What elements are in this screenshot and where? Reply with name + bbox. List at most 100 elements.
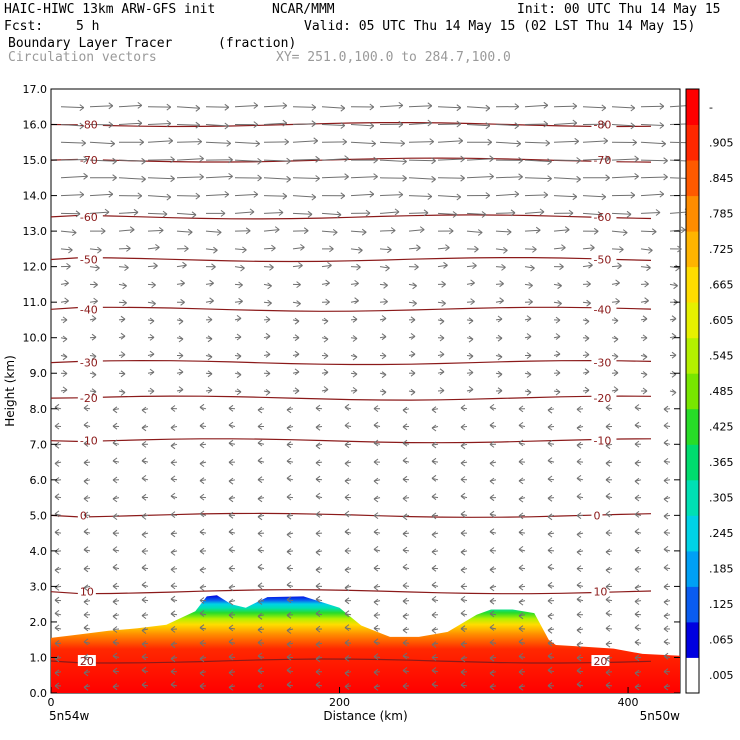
vector-arrow-head xyxy=(634,566,640,570)
vector-arrow-head xyxy=(178,368,184,373)
vector-arrow-head xyxy=(518,512,524,517)
vector-arrow-head xyxy=(108,190,114,195)
vector-arrow-head xyxy=(671,373,677,378)
vector-arrow-head xyxy=(535,229,541,234)
vector-arrow-head xyxy=(344,441,350,446)
vector-arrow-head xyxy=(412,282,417,287)
vector-arrow-head xyxy=(178,335,184,340)
vector-arrow-head xyxy=(431,178,436,183)
vector-arrow-head xyxy=(663,686,669,691)
vector-arrow-head xyxy=(286,653,292,658)
vector-arrow xyxy=(495,283,504,285)
vector-arrow-head xyxy=(431,644,437,648)
vector-arrow-head xyxy=(605,684,611,689)
vector-arrow-head xyxy=(588,264,593,269)
vector-arrow-head xyxy=(112,655,118,660)
vector-arrow-head xyxy=(253,193,259,198)
vector-arrow-head xyxy=(286,534,292,538)
vector-arrow-head xyxy=(286,444,292,449)
vector-arrow xyxy=(489,600,497,602)
vector-arrow-head xyxy=(54,685,60,690)
contour-label: -50 xyxy=(593,254,611,267)
vector-arrow-head xyxy=(445,244,450,249)
vector-arrow-head xyxy=(236,355,242,360)
vector-arrow-head xyxy=(54,531,60,536)
vector-arrow-head xyxy=(170,595,176,600)
vector-arrow-head xyxy=(586,280,591,285)
vector-arrow-head xyxy=(663,460,669,465)
vector-arrow xyxy=(292,177,320,179)
vector-arrow-head xyxy=(54,613,60,617)
vector-arrow-head xyxy=(149,368,155,373)
vector-arrow-head xyxy=(559,266,564,271)
vector-arrow-head xyxy=(497,337,503,342)
vector-arrow xyxy=(437,195,461,198)
vector-arrow-head xyxy=(402,655,408,660)
vector-arrow-head xyxy=(547,497,553,502)
vector-arrow-head xyxy=(561,244,566,249)
vector-arrow-head xyxy=(402,585,408,589)
vector-arrow-head xyxy=(238,300,243,305)
vector-arrow-head xyxy=(108,105,114,110)
vector-arrow-head xyxy=(663,668,669,672)
vector-arrow-head xyxy=(373,641,379,646)
vector-arrow-head xyxy=(373,567,379,572)
vector-arrow-head xyxy=(468,317,474,322)
contour-label-bg xyxy=(77,154,103,166)
vector-arrow-head xyxy=(240,267,245,272)
vector-arrow-head xyxy=(158,226,164,231)
vector-arrow-head xyxy=(245,227,251,232)
vector-arrow-head xyxy=(543,123,549,128)
vector-arrow-head xyxy=(54,669,60,674)
vector-arrow xyxy=(350,389,358,392)
vector-arrow-head xyxy=(605,669,611,673)
vector-arrow xyxy=(437,390,445,392)
vector-arrow xyxy=(344,642,352,644)
vector-arrow-head xyxy=(327,261,332,266)
vector-arrow-head xyxy=(332,228,338,233)
vector-arrow-head xyxy=(518,461,524,466)
vector-arrow-head xyxy=(439,353,445,358)
vector-arrow-head xyxy=(166,193,172,198)
vector-arrow-head xyxy=(402,626,408,631)
vector-arrow-head xyxy=(460,442,466,447)
vector-arrow-head xyxy=(532,248,537,253)
vector-arrow-head xyxy=(344,493,350,498)
colorbar-swatch xyxy=(686,231,699,268)
y-tick-label: 9.0 xyxy=(30,367,48,380)
vector-arrow-head xyxy=(671,351,677,356)
vector-arrow-head xyxy=(79,125,85,130)
vector-arrow-head xyxy=(199,584,205,588)
vector-arrow-head xyxy=(257,652,263,657)
vector-arrow-head xyxy=(168,137,173,142)
vector-arrow-head xyxy=(187,231,193,236)
vector-arrow-head xyxy=(663,498,669,503)
vector-arrow-head xyxy=(499,297,504,302)
vector-arrow-head xyxy=(112,529,118,534)
vector-arrow-head xyxy=(441,302,446,307)
vector-arrow-head xyxy=(253,121,259,125)
vector-arrow-head xyxy=(91,355,97,360)
vector-arrow-head xyxy=(663,173,668,178)
vector-arrow-head xyxy=(547,685,553,690)
vector-arrow-head xyxy=(62,353,68,358)
vector-arrow-head xyxy=(249,208,255,213)
vector-arrow xyxy=(518,567,526,570)
vector-arrow-head xyxy=(489,421,495,426)
vector-arrow-head xyxy=(634,624,640,628)
vector-arrow-head xyxy=(199,597,205,601)
colorbar-label: .665 xyxy=(709,278,734,291)
y-tick-label: 4.0 xyxy=(30,545,48,558)
vector-arrow xyxy=(605,684,613,687)
vector-arrow-head xyxy=(149,353,155,358)
vector-arrow-head xyxy=(112,495,118,500)
colorbar-label: .725 xyxy=(709,243,734,256)
vector-arrow-head xyxy=(663,641,669,646)
vector-arrow-head xyxy=(605,586,611,591)
vector-arrow-head xyxy=(369,125,375,130)
vector-arrow-head xyxy=(112,615,118,620)
vector-arrow-head xyxy=(120,315,126,320)
vector-arrow-head xyxy=(590,247,595,252)
vector-arrow-head xyxy=(373,624,379,629)
vector-arrow-head xyxy=(497,370,503,375)
